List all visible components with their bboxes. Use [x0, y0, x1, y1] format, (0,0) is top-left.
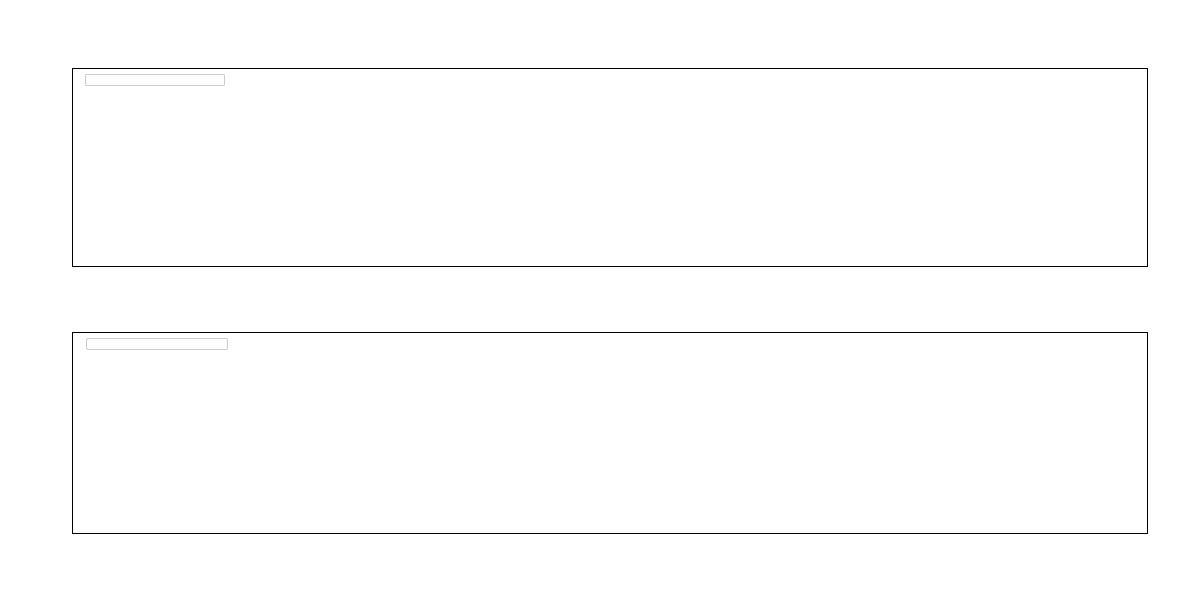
bottom-chart-legend — [86, 338, 228, 350]
top-chart-panel — [72, 68, 1148, 267]
top-chart-legend — [85, 74, 225, 86]
top-chart-plot-area — [72, 68, 1148, 267]
bottom-chart-panel — [0, 310, 1200, 600]
bottom-chart-plot-area — [72, 332, 1148, 534]
